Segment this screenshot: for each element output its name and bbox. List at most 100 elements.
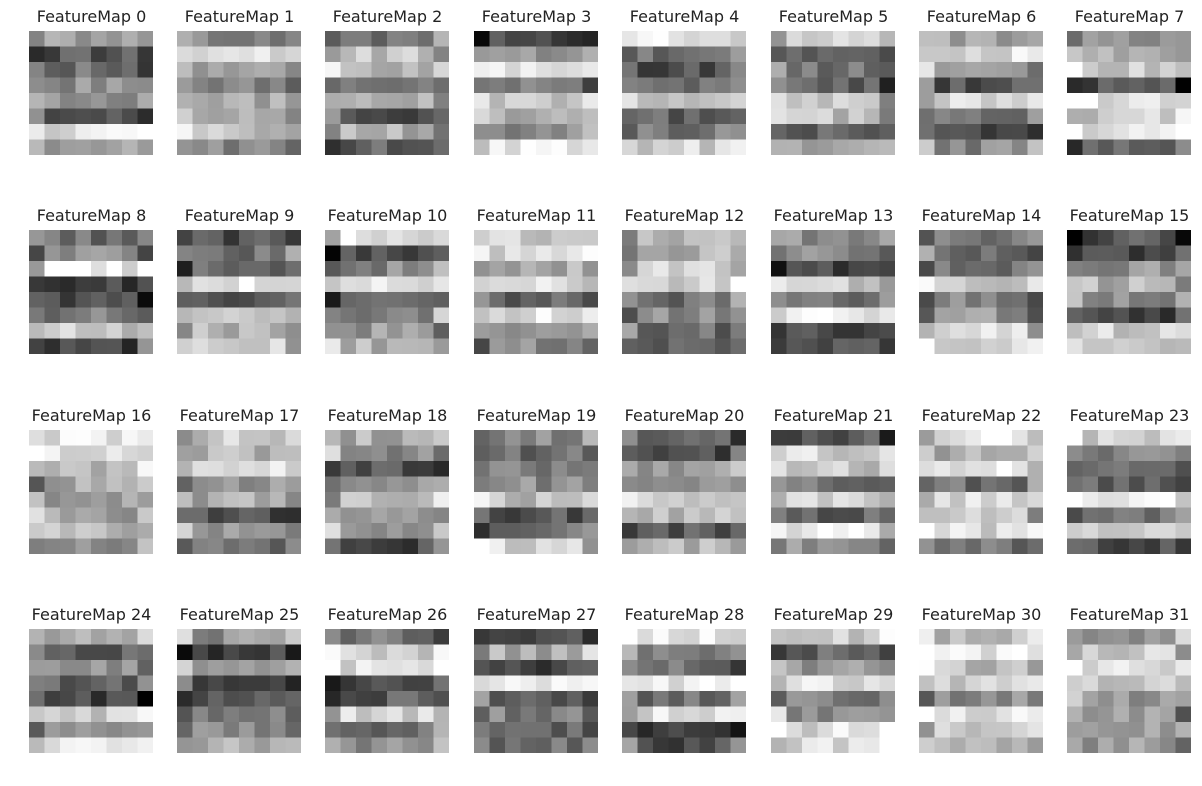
heatmap-cell: [684, 108, 700, 125]
heatmap-cell: [433, 629, 449, 645]
heatmap-cell: [684, 245, 700, 262]
heatmap-cell: [1098, 675, 1114, 692]
heatmap-cell: [653, 492, 669, 508]
heatmap-cell: [285, 338, 301, 354]
heatmap-cell: [950, 77, 966, 94]
heatmap-cell: [965, 46, 982, 63]
heatmap-cell: [653, 675, 669, 692]
heatmap-cell: [239, 737, 255, 753]
heatmap-cell: [29, 523, 45, 539]
heatmap-cell: [1144, 77, 1161, 94]
heatmap-cell: [60, 629, 76, 645]
heatmap-cell: [285, 46, 301, 63]
heatmap-cell: [551, 139, 568, 155]
heatmap-cell: [122, 644, 138, 661]
heatmap-cell: [418, 722, 434, 738]
heatmap-cell: [786, 706, 803, 723]
heatmap-cell: [91, 139, 107, 155]
heatmap-cell: [418, 706, 434, 723]
heatmap-cell: [285, 31, 301, 47]
heatmap-cell: [44, 461, 61, 477]
heatmap-cell: [684, 538, 700, 554]
heatmap-cell: [60, 523, 76, 539]
heatmap-cell: [684, 660, 700, 676]
heatmap-cell: [536, 629, 552, 645]
heatmap-cell: [325, 338, 341, 354]
heatmap-cell: [684, 691, 700, 707]
heatmap-cell: [177, 276, 193, 293]
heatmap-cell: [848, 108, 865, 125]
heatmap-cell: [75, 46, 92, 63]
heatmap-cell: [402, 108, 419, 125]
heatmap-cell: [387, 476, 403, 493]
heatmap-cell: [965, 276, 982, 293]
heatmap-cell: [1175, 276, 1191, 293]
heatmap-cell: [325, 523, 341, 539]
heatmap-cell: [239, 139, 255, 155]
heatmap-cell: [1067, 124, 1083, 140]
heatmap-cell: [864, 62, 880, 78]
heatmap-cell: [137, 62, 153, 78]
feature-map-title: FeatureMap 11: [476, 206, 597, 225]
heatmap-cell: [254, 77, 271, 94]
heatmap-cell: [505, 737, 521, 753]
heatmap-cell: [433, 507, 449, 524]
heatmap-cell: [44, 77, 61, 94]
heatmap-cell: [817, 675, 834, 692]
heatmap-cell: [833, 62, 849, 78]
heatmap-cell: [715, 261, 731, 277]
heatmap-cell: [520, 261, 537, 277]
heatmap-cell: [1175, 292, 1191, 308]
heatmap-cell: [177, 737, 193, 753]
heatmap-cell: [433, 675, 449, 692]
heatmap-cell: [637, 261, 654, 277]
heatmap-cell: [29, 722, 45, 738]
heatmap-cell: [833, 430, 849, 446]
heatmap-cell: [684, 93, 700, 109]
heatmap-cell: [325, 230, 341, 246]
heatmap-cell: [1175, 338, 1191, 354]
heatmap-cell: [1082, 276, 1099, 293]
heatmap-cell: [582, 523, 598, 539]
heatmap-cell: [325, 660, 341, 676]
heatmap-cell: [934, 245, 951, 262]
heatmap-cell: [1082, 230, 1099, 246]
heatmap-cell: [1082, 660, 1099, 676]
heatmap-cell: [637, 538, 654, 554]
heatmap-cell: [919, 338, 935, 354]
heatmap-cell: [137, 31, 153, 47]
heatmap-cell: [1027, 139, 1043, 155]
heatmap-cell: [1160, 722, 1176, 738]
heatmap-cell: [771, 737, 787, 753]
heatmap-cell: [771, 139, 787, 155]
heatmap-cell: [551, 538, 568, 554]
heatmap-cell: [668, 307, 685, 324]
heatmap-cell: [223, 307, 240, 324]
heatmap-cell: [1129, 46, 1145, 63]
heatmap-cell: [1098, 323, 1114, 339]
heatmap-cell: [786, 507, 803, 524]
heatmap-cell: [668, 675, 685, 692]
heatmap-cell: [919, 507, 935, 524]
heatmap-cell: [1113, 507, 1130, 524]
heatmap-cell: [1082, 644, 1099, 661]
heatmap-cell: [1129, 338, 1145, 354]
heatmap-cell: [371, 292, 388, 308]
heatmap-cell: [1113, 461, 1130, 477]
heatmap-cell: [1012, 644, 1028, 661]
heatmap-cell: [965, 292, 982, 308]
heatmap-cell: [474, 722, 490, 738]
heatmap-cell: [1129, 706, 1145, 723]
heatmap-cell: [833, 124, 849, 140]
heatmap-cell: [622, 93, 638, 109]
heatmap-cell: [137, 93, 153, 109]
heatmap-cell: [223, 230, 240, 246]
heatmap-cell: [1098, 644, 1114, 661]
heatmap-cell: [208, 139, 224, 155]
heatmap-cell: [44, 538, 61, 554]
heatmap-cell: [786, 461, 803, 477]
heatmap-cell: [1067, 629, 1083, 645]
heatmap-cell: [137, 323, 153, 339]
heatmap-cell: [44, 307, 61, 324]
heatmap-cell: [715, 77, 731, 94]
